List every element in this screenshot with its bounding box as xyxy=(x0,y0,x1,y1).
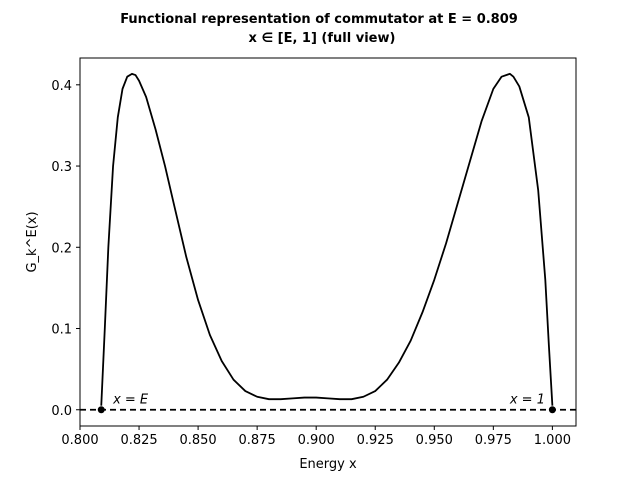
y-axis-label: G_k^E(x) xyxy=(25,211,40,272)
x-tick-label: 0.800 xyxy=(61,433,98,448)
x-tick-label: 0.825 xyxy=(120,433,157,448)
x-tick-label: 0.925 xyxy=(357,433,394,448)
x-tick-label: 0.900 xyxy=(298,433,335,448)
y-tick-label: 0.2 xyxy=(51,241,72,256)
endpoint-marker xyxy=(97,406,105,414)
endpoint-marker xyxy=(548,406,556,414)
annotation-label: x = E xyxy=(112,392,149,407)
chart-title-line1: Functional representation of commutator … xyxy=(120,12,518,27)
x-tick-label: 0.950 xyxy=(416,433,453,448)
chart-title-line2: x ∈ [E, 1] (full view) xyxy=(249,31,396,46)
plot-frame xyxy=(79,57,577,427)
x-axis-label: Energy x xyxy=(299,457,357,472)
y-tick-label: 0.0 xyxy=(51,404,72,419)
x-tick-label: 1.000 xyxy=(534,433,571,448)
x-tick-label: 0.850 xyxy=(179,433,216,448)
y-tick-label: 0.4 xyxy=(51,79,72,94)
x-axis-ticks: 0.800 0.825 0.850 0.875 0.900 0.925 0.950 0.975… xyxy=(61,426,571,448)
commutator-curve xyxy=(100,72,554,406)
annotations-layer: x = E x = 1 xyxy=(112,392,545,407)
y-tick-label: 0.3 xyxy=(51,160,72,175)
points-layer xyxy=(97,406,556,414)
y-tick-label: 0.1 xyxy=(51,323,72,338)
x-tick-label: 0.975 xyxy=(475,433,512,448)
y-axis-ticks: 0.0 0.1 0.2 0.3 0.4 xyxy=(51,79,80,419)
series-layer xyxy=(80,72,576,411)
x-tick-label: 0.875 xyxy=(239,433,276,448)
annotation-label: x = 1 xyxy=(509,392,545,407)
